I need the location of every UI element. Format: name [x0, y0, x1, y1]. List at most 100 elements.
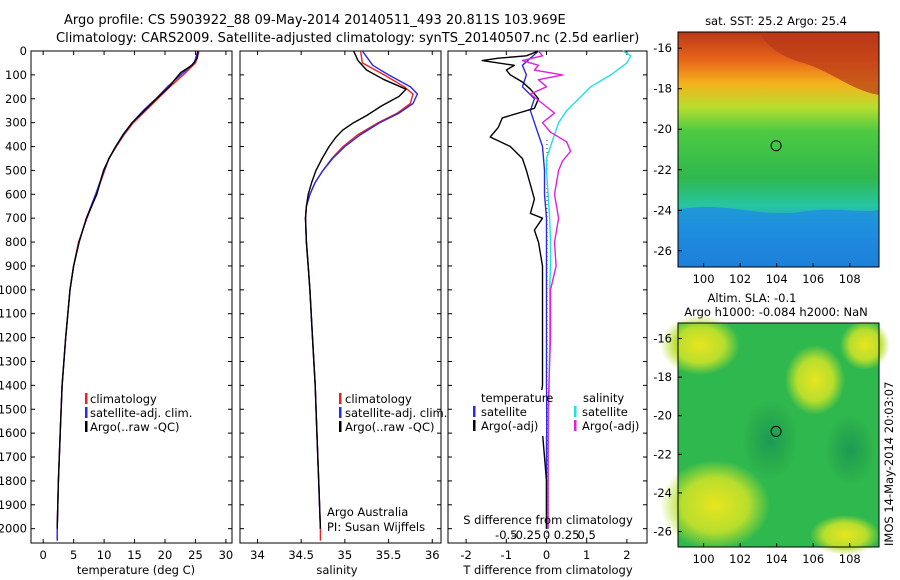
depth-tick-label: 1800 — [0, 474, 27, 488]
map-x-tick-label: 104 — [766, 552, 788, 566]
map-x-tick-label: 108 — [839, 552, 861, 566]
sst-map — [677, 31, 880, 268]
x-tick-label: 25 — [188, 548, 203, 562]
series-line-satellite-adj-clim — [56, 50, 199, 541]
temperature-x-label: temperature (deg C) — [77, 563, 195, 577]
legend-label-satellite: satellite-adj. clim. — [345, 406, 447, 420]
x-tick-label: 36 — [425, 548, 440, 562]
map-y-tick-label: -20 — [653, 409, 672, 423]
series-line-salinity-argo-adj — [521, 50, 572, 529]
x-tick-label: 30 — [219, 548, 234, 562]
sla-map-high-nw — [660, 315, 740, 375]
map-y-tick-label: -22 — [653, 447, 672, 461]
map-y-tick-label: -18 — [653, 370, 672, 384]
depth-tick-label: 1400 — [0, 378, 27, 392]
legend-swatch-temp-argo — [473, 420, 476, 431]
sst-map-x-ticks: 100 102 104 106 108 — [693, 263, 861, 286]
series-line-climatology — [304, 50, 414, 541]
salinity-x-label: salinity — [316, 563, 357, 577]
depth-tick-label: 0 — [20, 44, 27, 58]
series-line-climatology — [56, 50, 200, 541]
figure-title-line1: Argo profile: CS 5903922_88 09-May-2014 … — [64, 13, 566, 28]
map-y-tick-label: -22 — [653, 163, 672, 177]
depth-tick-label: 800 — [5, 235, 27, 249]
map-x-tick-label: 106 — [802, 552, 824, 566]
sst-map-y-ticks: -16 -18 -20 -22 -24 -26 — [653, 41, 682, 258]
s-difference-label: S difference from climatology — [463, 513, 633, 527]
depth-tick-label: 1900 — [0, 498, 27, 512]
map-x-tick-label: 100 — [693, 552, 715, 566]
map-y-tick-label: -24 — [653, 486, 672, 500]
map-y-tick-label: -16 — [653, 331, 672, 345]
sla-map — [660, 315, 890, 555]
x-tick-label: -1 — [501, 548, 512, 562]
temperature-profile-lines — [56, 50, 200, 541]
series-line-temperature-argo-adj — [481, 50, 548, 529]
sla-map-title-line2: Argo h1000: -0.084 h2000: NaN — [684, 305, 868, 319]
x-tick-label: 2 — [623, 548, 630, 562]
depth-tick-label: 500 — [5, 163, 27, 177]
figure-title-line2: Climatology: CARS2009. Satellite-adjuste… — [56, 31, 639, 46]
map-x-tick-label: 104 — [766, 272, 788, 286]
credit-line1: Argo Australia — [327, 505, 408, 519]
temperature-legend: climatology satellite-adj. clim. Argo(..… — [85, 392, 192, 434]
s-tick-label: -0.5 — [495, 528, 517, 542]
series-line-argo-raw-qc — [304, 50, 407, 529]
map-y-tick-label: -26 — [653, 244, 672, 258]
series-line-argo-raw-qc — [56, 50, 199, 529]
legend-label-temp-satellite: satellite — [481, 405, 527, 419]
legend-label-argo: Argo(..raw -QC) — [90, 420, 180, 434]
series-line-salinity-satellite — [545, 50, 632, 529]
salinity-panel-frame — [239, 50, 442, 544]
x-tick-label: 0 — [543, 548, 550, 562]
x-tick-label: 35.5 — [376, 548, 402, 562]
series-line-satellite-adj-clim — [304, 50, 419, 529]
depth-tick-label: 700 — [5, 211, 27, 225]
sla-map-y-ticks: -16 -18 -20 -22 -24 -26 — [653, 331, 682, 539]
sla-map-low-center — [742, 400, 798, 480]
legend-swatch-climatology — [339, 393, 342, 404]
difference-panel-frame — [447, 50, 648, 544]
credit-line2: PI: Susan Wijffels — [327, 520, 425, 534]
x-tick-label: 20 — [158, 548, 173, 562]
difference-legend: temperature satellite Argo(-adj) salinit… — [452, 390, 639, 436]
legend-swatch-argo — [339, 421, 342, 432]
x-tick-label: 1 — [583, 548, 590, 562]
depth-tick-label: 2000 — [0, 522, 27, 536]
temperature-panel-frame — [30, 50, 233, 544]
depth-tick-label: 1100 — [0, 307, 27, 321]
map-y-tick-label: -26 — [653, 525, 672, 539]
salinity-x-ticks: 34 34.5 35 35.5 36 — [250, 51, 440, 562]
legend-salinity-header: salinity — [583, 391, 624, 405]
sst-argo-location-marker — [770, 140, 782, 152]
sla-map-low-east — [825, 415, 875, 485]
depth-axis-ticks: 0 100 200 300 400 500 600 700 800 900 1000 1100 1200… — [0, 44, 647, 536]
legend-label-climatology: climatology — [90, 392, 157, 406]
salinity-difference-ticks: -0.5-0.25 0 0.250.5 — [495, 528, 596, 542]
map-y-tick-label: -16 — [653, 41, 672, 55]
depth-tick-label: 200 — [5, 92, 27, 106]
sla-map-high-center — [785, 345, 845, 415]
depth-tick-label: 900 — [5, 259, 27, 273]
legend-background — [452, 390, 546, 436]
sla-map-high-east — [840, 320, 890, 370]
legend-swatch-sal-satellite — [574, 406, 577, 417]
depth-tick-label: 1300 — [0, 354, 27, 368]
t-difference-label: T difference from climatology — [462, 563, 633, 577]
sla-map-high-south — [810, 515, 880, 555]
x-tick-label: 0 — [40, 548, 47, 562]
legend-label-argo: Argo(..raw -QC) — [345, 420, 435, 434]
sst-map-title: sat. SST: 25.2 Argo: 25.4 — [705, 14, 847, 28]
map-x-tick-label: 102 — [729, 272, 751, 286]
legend-swatch-satellite — [85, 407, 88, 418]
imos-watermark: IMOS 14-May-2014 20:03:07 — [882, 382, 896, 546]
map-y-tick-label: -18 — [653, 82, 672, 96]
sla-argo-location-marker — [770, 425, 782, 437]
legend-label-climatology: climatology — [345, 392, 412, 406]
difference-x-ticks: -2 -1 0 1 2 — [460, 51, 631, 562]
salinity-legend: climatology satellite-adj. clim. Argo(..… — [339, 392, 447, 434]
x-tick-label: -2 — [460, 548, 471, 562]
x-tick-label: 35 — [338, 548, 353, 562]
s-tick-label: -0.25 — [512, 528, 542, 542]
sst-map-warm-pool — [760, 32, 879, 95]
